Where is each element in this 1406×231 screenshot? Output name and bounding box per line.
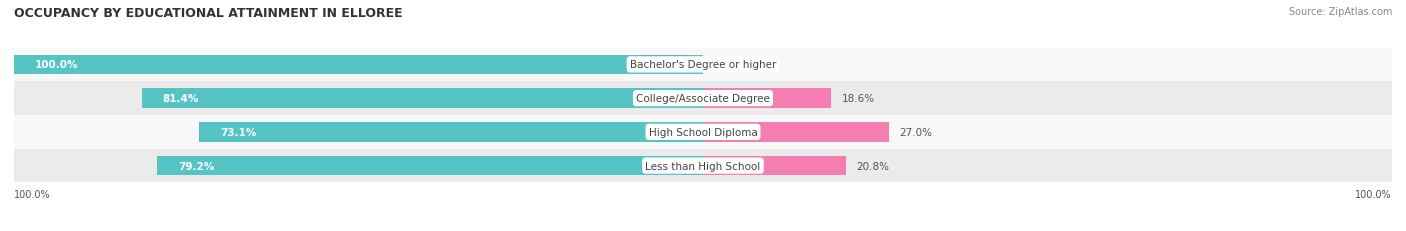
Text: Bachelor's Degree or higher: Bachelor's Degree or higher	[630, 60, 776, 70]
Bar	[14, 149, 1392, 183]
Text: 18.6%: 18.6%	[841, 94, 875, 104]
Text: 73.1%: 73.1%	[221, 127, 256, 137]
Bar	[14, 82, 1392, 116]
Bar	[14, 55, 703, 75]
Text: 0.0%: 0.0%	[713, 60, 740, 70]
Text: 79.2%: 79.2%	[179, 161, 214, 171]
Bar	[14, 116, 1392, 149]
Bar	[157, 156, 703, 176]
Text: Less than High School: Less than High School	[645, 161, 761, 171]
Text: Source: ZipAtlas.com: Source: ZipAtlas.com	[1288, 7, 1392, 17]
Bar	[703, 123, 889, 142]
Bar	[703, 89, 831, 108]
Text: 100.0%: 100.0%	[14, 189, 51, 199]
Text: High School Diploma: High School Diploma	[648, 127, 758, 137]
Text: OCCUPANCY BY EDUCATIONAL ATTAINMENT IN ELLOREE: OCCUPANCY BY EDUCATIONAL ATTAINMENT IN E…	[14, 7, 402, 20]
Text: 100.0%: 100.0%	[35, 60, 79, 70]
Text: 20.8%: 20.8%	[856, 161, 890, 171]
Bar	[200, 123, 703, 142]
Bar	[14, 48, 1392, 82]
Bar	[703, 156, 846, 176]
Text: 100.0%: 100.0%	[1355, 189, 1392, 199]
Text: 81.4%: 81.4%	[163, 94, 200, 104]
Text: College/Associate Degree: College/Associate Degree	[636, 94, 770, 104]
Text: 27.0%: 27.0%	[900, 127, 932, 137]
Bar	[142, 89, 703, 108]
